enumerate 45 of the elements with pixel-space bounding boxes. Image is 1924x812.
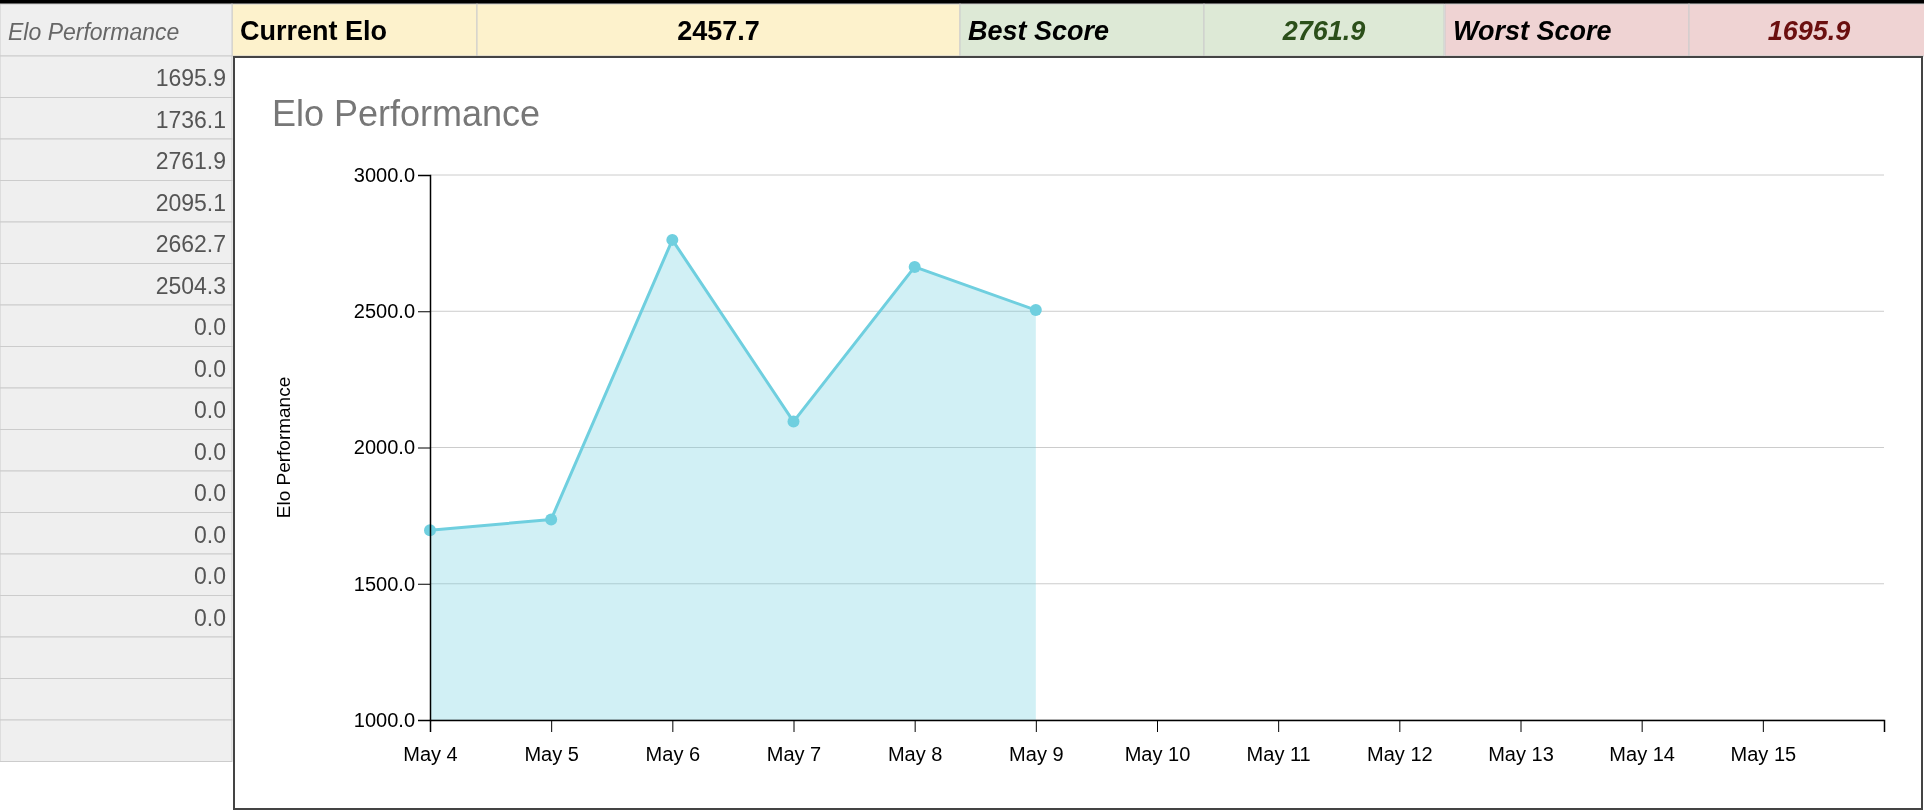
point xyxy=(666,233,679,246)
x-tick-label: May 9 xyxy=(1009,743,1064,765)
text: 1695.9 xyxy=(155,65,226,91)
text: Worst Score xyxy=(1453,16,1612,46)
point xyxy=(908,260,921,273)
text: 2095.1 xyxy=(155,189,226,216)
text: 2761.9 xyxy=(155,148,226,174)
text: 0.0 xyxy=(194,397,226,423)
y-tick-label: 1500.0 xyxy=(353,572,415,595)
text: 0.0 xyxy=(194,355,226,382)
x-tick-label: May 4 xyxy=(403,743,458,765)
text: 2504.3 xyxy=(155,272,226,299)
text: 0.0 xyxy=(194,521,226,548)
y-tick-label: 2000.0 xyxy=(353,436,415,459)
text: 1695.9 xyxy=(1767,16,1851,46)
point xyxy=(787,415,800,428)
x-tick-label: May 12 xyxy=(1367,743,1433,765)
text: 0.0 xyxy=(194,438,226,465)
text: 0.0 xyxy=(194,604,226,631)
text: 1736.1 xyxy=(155,106,226,133)
x-tick-label: May 15 xyxy=(1730,743,1797,765)
x-tick-label: May 13 xyxy=(1488,743,1554,765)
x-tick-label: May 10 xyxy=(1124,743,1191,765)
text: 2761.9 xyxy=(1281,16,1366,46)
x-tick-label: May 11 xyxy=(1246,743,1311,765)
x-tick-label: May 14 xyxy=(1609,743,1675,765)
x-tick-label: May 8 xyxy=(887,743,943,765)
x-tick-label: May 7 xyxy=(766,743,822,765)
text: 0.0 xyxy=(194,480,226,506)
text: Current Elo xyxy=(240,16,388,46)
text: Best Score xyxy=(968,16,1110,46)
x-tick-label: May 5 xyxy=(524,743,579,765)
point xyxy=(1029,304,1042,317)
chart-title: Elo Performance xyxy=(272,93,541,134)
text: 0.0 xyxy=(194,563,226,589)
text: 2457.7 xyxy=(677,16,760,46)
y-tick-label: 1000.0 xyxy=(353,708,415,731)
text: 2662.7 xyxy=(155,231,226,257)
y-tick-label: 3000.0 xyxy=(353,163,415,186)
text: 0.0 xyxy=(194,314,226,340)
y-axis-title: Elo Performance xyxy=(273,376,294,519)
y-tick-label: 2500.0 xyxy=(353,300,415,323)
x-tick-label: May 6 xyxy=(645,743,701,765)
text: Elo Performance xyxy=(8,19,180,45)
point xyxy=(545,513,558,526)
